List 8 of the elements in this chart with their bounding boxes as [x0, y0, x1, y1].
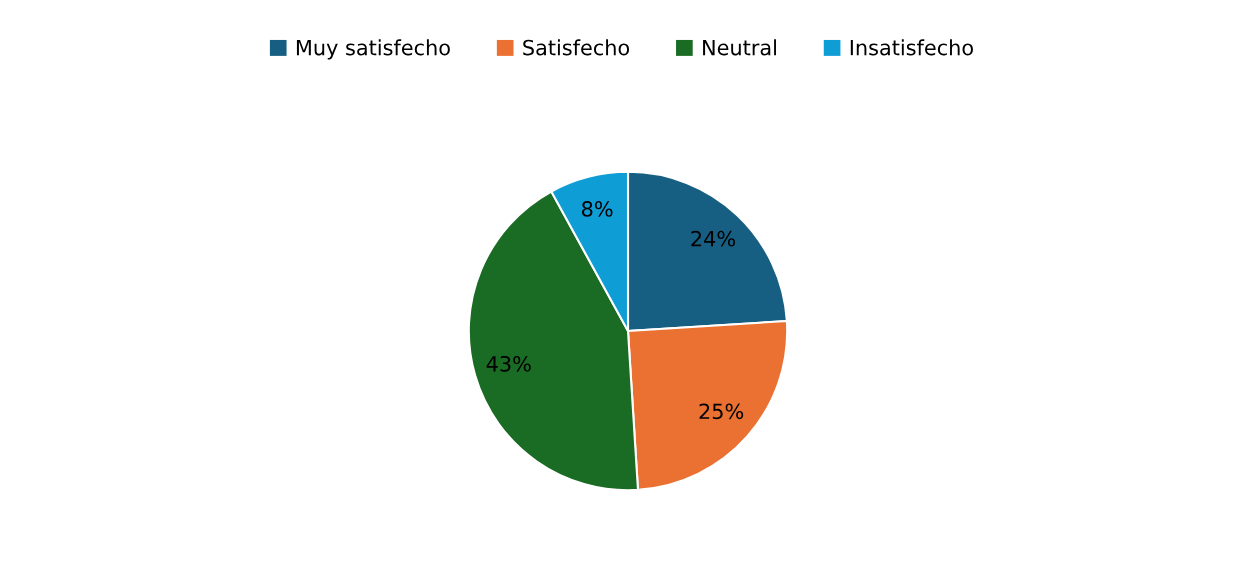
- data-label: 25%: [699, 403, 744, 420]
- legend-label: Satisfecho: [523, 39, 630, 56]
- data-label: 8%: [582, 201, 613, 217]
- legend-label: Muy satisfecho: [296, 39, 450, 60]
- data-label: 24%: [691, 230, 736, 247]
- data-label: 43%: [486, 355, 531, 372]
- legend-label: Insatisfecho: [850, 39, 973, 56]
- legend-label: Neutral: [703, 39, 776, 56]
